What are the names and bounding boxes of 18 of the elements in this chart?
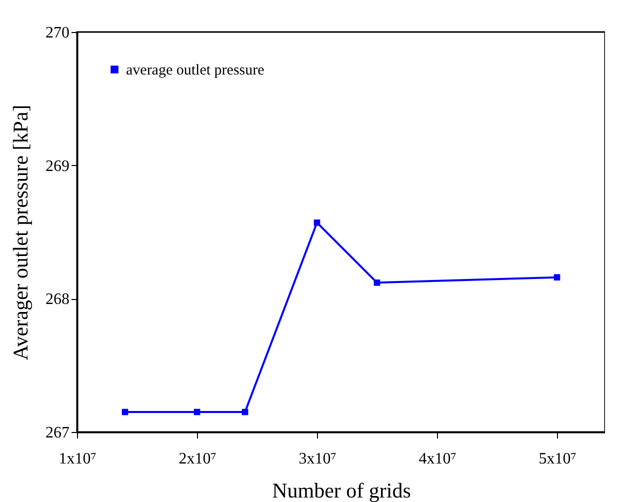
y-tick-label: 268 [46, 291, 70, 308]
y-tick-label: 270 [46, 24, 70, 42]
point [242, 408, 248, 416]
x-tick-label: 4x10⁷ [418, 450, 456, 468]
point [374, 280, 380, 286]
y-tick-label: 267 [46, 424, 70, 442]
y-tick-label: 269 [46, 158, 70, 175]
x-tick-label: 5x10⁷ [538, 450, 576, 468]
x-axis-title: Number of grids [272, 478, 411, 502]
point [194, 408, 200, 416]
x-tick-label: 1x10⁷ [58, 450, 96, 468]
legend-label: average outlet pressure [126, 62, 265, 78]
y-axis-title: Averager outlet pressure [kPa] [8, 104, 32, 360]
point [122, 408, 128, 416]
x-tick-label: 3x10⁷ [298, 450, 336, 468]
point [314, 220, 320, 226]
point [554, 274, 560, 280]
x-tick-label: 2x10⁷ [178, 450, 216, 468]
